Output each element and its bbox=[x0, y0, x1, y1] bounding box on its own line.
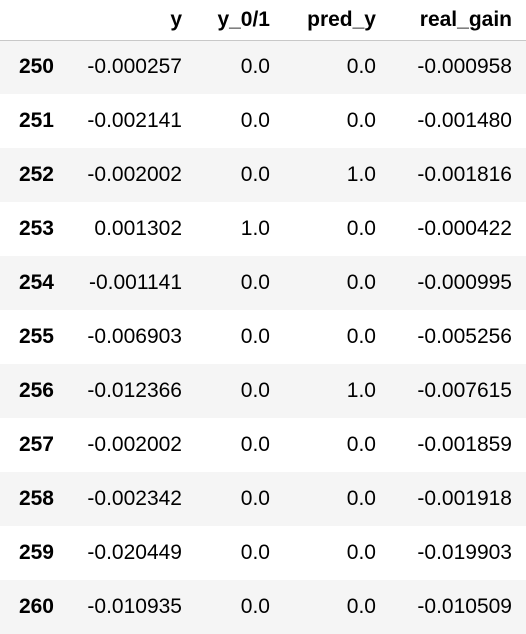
cell-real-gain: -0.001480 bbox=[417, 109, 512, 132]
cell-y-0-1: 0.0 bbox=[240, 595, 270, 618]
cell-pred-y: 0.0 bbox=[346, 595, 376, 618]
cell-pred-y: 0.0 bbox=[346, 541, 376, 564]
table-row: 255 -0.006903 0.0 0.0 -0.005256 bbox=[0, 310, 526, 364]
cell-real-gain: -0.000958 bbox=[417, 55, 512, 79]
cell-pred-y: 0.0 bbox=[346, 217, 376, 240]
cell-y: -0.012366 bbox=[87, 379, 182, 402]
column-header-y: y bbox=[66, 0, 194, 41]
cell-y-0-1: 0.0 bbox=[240, 271, 270, 294]
cell-y-0-1: 0.0 bbox=[240, 325, 270, 348]
row-index: 250 bbox=[18, 55, 54, 79]
column-header-y-0-1: y_0/1 bbox=[194, 0, 282, 41]
cell-y-0-1: 1.0 bbox=[240, 217, 270, 240]
row-index: 257 bbox=[18, 433, 54, 456]
row-index: 255 bbox=[18, 325, 54, 348]
cell-y: -0.002141 bbox=[87, 109, 182, 132]
cell-y: -0.002342 bbox=[87, 487, 182, 510]
column-header-real-gain: real_gain bbox=[388, 0, 526, 41]
table-row: 252 -0.002002 0.0 1.0 -0.001816 bbox=[0, 148, 526, 202]
row-index: 251 bbox=[18, 109, 54, 132]
cell-y: -0.002002 bbox=[87, 433, 182, 456]
cell-y: 0.001302 bbox=[94, 217, 182, 240]
cell-real-gain: -0.001859 bbox=[417, 433, 512, 456]
cell-y: -0.010935 bbox=[87, 595, 182, 618]
cell-y-0-1: 0.0 bbox=[240, 379, 270, 402]
row-index: 259 bbox=[18, 541, 54, 564]
row-index: 260 bbox=[18, 595, 54, 618]
table-row: 254 -0.001141 0.0 0.0 -0.000995 bbox=[0, 256, 526, 310]
table-header: y y_0/1 pred_y real_gain bbox=[0, 0, 526, 41]
table-row: 257 -0.002002 0.0 0.0 -0.001859 bbox=[0, 418, 526, 472]
row-index: 256 bbox=[18, 379, 54, 402]
index-header bbox=[0, 0, 66, 41]
cell-real-gain: -0.001918 bbox=[417, 487, 512, 510]
table-row: 258 -0.002342 0.0 0.0 -0.001918 bbox=[0, 472, 526, 526]
cell-real-gain: -0.000995 bbox=[417, 271, 512, 294]
row-index: 253 bbox=[18, 217, 54, 240]
cell-y-0-1: 0.0 bbox=[240, 541, 270, 564]
cell-y-0-1: 0.0 bbox=[240, 163, 270, 186]
cell-pred-y: 1.0 bbox=[346, 379, 376, 402]
cell-pred-y: 0.0 bbox=[346, 109, 376, 132]
cell-real-gain: -0.005256 bbox=[417, 325, 512, 348]
cell-y: -0.001141 bbox=[88, 271, 182, 294]
cell-y: -0.006903 bbox=[87, 325, 182, 348]
table-row: 259 -0.020449 0.0 0.0 -0.019903 bbox=[0, 526, 526, 580]
table-body: 250 -0.000257 0.0 0.0 -0.000958 251 -0.002141 0… bbox=[0, 40, 526, 634]
cell-real-gain: -0.007615 bbox=[417, 379, 512, 402]
cell-pred-y: 0.0 bbox=[346, 271, 376, 294]
row-index: 252 bbox=[18, 163, 54, 186]
column-header-pred-y: pred_y bbox=[282, 0, 388, 41]
cell-y-0-1: 0.0 bbox=[240, 55, 270, 79]
cell-y-0-1: 0.0 bbox=[240, 487, 270, 510]
cell-real-gain: -0.000422 bbox=[417, 217, 512, 240]
cell-y: -0.000257 bbox=[87, 55, 182, 79]
header-row: y y_0/1 pred_y real_gain bbox=[0, 0, 526, 41]
cell-pred-y: 0.0 bbox=[346, 325, 376, 348]
cell-y: -0.002002 bbox=[87, 163, 182, 186]
cell-pred-y: 0.0 bbox=[346, 487, 376, 510]
table-row: 256 -0.012366 0.0 1.0 -0.007615 bbox=[0, 364, 526, 418]
cell-pred-y: 0.0 bbox=[346, 55, 376, 79]
cell-real-gain: -0.019903 bbox=[417, 541, 512, 564]
cell-y-0-1: 0.0 bbox=[240, 433, 270, 456]
table-row: 250 -0.000257 0.0 0.0 -0.000958 bbox=[0, 40, 526, 94]
cell-pred-y: 1.0 bbox=[346, 163, 376, 186]
table-row: 253 0.001302 1.0 0.0 -0.000422 bbox=[0, 202, 526, 256]
row-index: 258 bbox=[18, 487, 54, 510]
row-index: 254 bbox=[18, 271, 54, 294]
cell-y-0-1: 0.0 bbox=[240, 109, 270, 132]
cell-pred-y: 0.0 bbox=[346, 433, 376, 456]
cell-y: -0.020449 bbox=[87, 541, 182, 564]
table-row: 251 -0.002141 0.0 0.0 -0.001480 bbox=[0, 94, 526, 148]
table-row: 260 -0.010935 0.0 0.0 -0.010509 bbox=[0, 580, 526, 634]
cell-real-gain: -0.001816 bbox=[417, 163, 512, 186]
cell-real-gain: -0.010509 bbox=[417, 595, 512, 618]
